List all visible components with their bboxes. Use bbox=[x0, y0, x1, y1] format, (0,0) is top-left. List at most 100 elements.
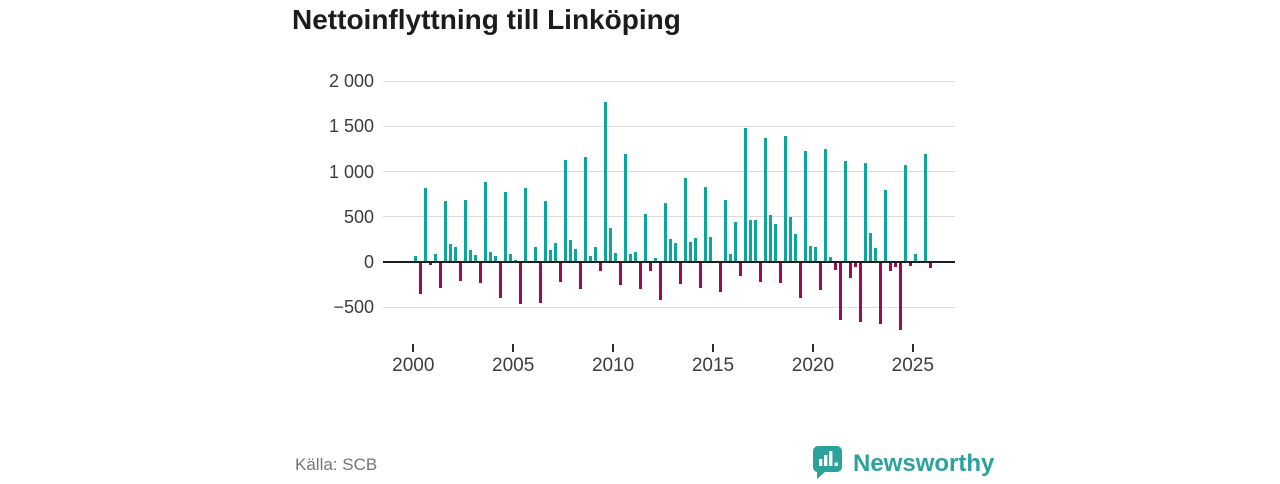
bar bbox=[684, 177, 688, 262]
brand-logo: Newsworthy bbox=[811, 444, 994, 484]
bar bbox=[564, 159, 568, 262]
bar bbox=[853, 262, 857, 268]
y-axis-labels: 2 000 1 500 1 000 500 0 −500 bbox=[286, 70, 374, 342]
bar bbox=[599, 262, 603, 272]
bar bbox=[534, 246, 538, 262]
x-tick bbox=[612, 344, 615, 352]
bar bbox=[519, 262, 523, 305]
y-tick-label: 0 bbox=[363, 252, 374, 272]
bar bbox=[494, 255, 498, 262]
bar bbox=[758, 262, 762, 282]
bar bbox=[419, 262, 423, 294]
bar bbox=[843, 161, 847, 262]
x-tick-label: 2005 bbox=[492, 355, 535, 376]
source-label: Källa: SCB bbox=[295, 455, 378, 474]
bar bbox=[753, 219, 757, 262]
gridline bbox=[383, 216, 955, 218]
bar bbox=[594, 247, 598, 262]
bar bbox=[723, 200, 727, 262]
bar bbox=[838, 262, 842, 320]
bar bbox=[634, 251, 638, 262]
bar bbox=[579, 262, 583, 290]
bar bbox=[928, 262, 932, 268]
bar bbox=[454, 246, 458, 262]
bar bbox=[748, 219, 752, 262]
bar bbox=[718, 262, 722, 292]
bar bbox=[888, 262, 892, 272]
bar bbox=[544, 200, 548, 262]
bar bbox=[499, 262, 503, 299]
bar bbox=[614, 252, 618, 262]
bar bbox=[704, 186, 707, 262]
zero-line bbox=[383, 261, 955, 263]
bar bbox=[763, 137, 767, 262]
bar bbox=[808, 245, 812, 262]
bar bbox=[828, 257, 832, 262]
bar bbox=[434, 253, 438, 262]
bar bbox=[868, 232, 872, 262]
gridline bbox=[383, 125, 955, 127]
bar bbox=[429, 262, 433, 265]
bar bbox=[489, 252, 493, 262]
bar bbox=[898, 262, 902, 330]
x-tick-label: 2025 bbox=[891, 355, 934, 376]
bar bbox=[798, 262, 802, 298]
bar bbox=[883, 190, 887, 262]
bar bbox=[539, 262, 543, 304]
bar bbox=[813, 246, 817, 262]
chart-title: Nettoinflyttning till Linköping bbox=[292, 4, 681, 35]
bar bbox=[773, 224, 777, 262]
bar bbox=[609, 228, 613, 262]
bar bbox=[469, 249, 473, 262]
brand-name: Newsworthy bbox=[853, 450, 995, 477]
x-axis: 2000 2005 2010 2015 2020 2025 bbox=[383, 342, 955, 382]
newsworthy-icon bbox=[811, 444, 844, 484]
bar bbox=[689, 241, 693, 262]
bar bbox=[674, 243, 678, 262]
bar bbox=[893, 262, 897, 267]
bar bbox=[459, 262, 463, 281]
gridline bbox=[383, 306, 955, 308]
plot-area bbox=[383, 70, 955, 342]
bar bbox=[644, 214, 648, 262]
bar bbox=[913, 253, 917, 262]
bar bbox=[878, 262, 882, 325]
bar bbox=[524, 187, 528, 262]
gridline bbox=[383, 80, 955, 82]
bar bbox=[444, 201, 448, 262]
y-tick-label: 500 bbox=[343, 206, 374, 227]
bar bbox=[664, 202, 668, 262]
bar bbox=[654, 257, 658, 262]
bar bbox=[679, 262, 683, 284]
bar bbox=[589, 255, 593, 262]
bar bbox=[549, 249, 553, 262]
bar bbox=[584, 157, 588, 262]
bar bbox=[923, 153, 927, 262]
y-tick-label: −500 bbox=[333, 297, 374, 318]
bar bbox=[639, 262, 643, 289]
bar bbox=[449, 243, 453, 262]
bar bbox=[768, 214, 772, 262]
x-tick bbox=[911, 344, 914, 352]
bar bbox=[559, 262, 563, 283]
bar bbox=[793, 233, 797, 262]
bar bbox=[694, 238, 698, 262]
x-tick-label: 2015 bbox=[691, 355, 735, 376]
bar bbox=[509, 253, 513, 262]
bar bbox=[733, 221, 737, 262]
bar bbox=[414, 255, 418, 262]
y-tick-label: 1 500 bbox=[328, 116, 374, 137]
bar bbox=[728, 253, 732, 262]
bar bbox=[484, 181, 488, 262]
bar bbox=[424, 187, 428, 262]
x-tick bbox=[811, 344, 814, 352]
bar bbox=[659, 262, 663, 300]
bar bbox=[709, 236, 712, 262]
bar bbox=[803, 150, 807, 262]
x-tick-label: 2010 bbox=[591, 355, 635, 376]
bar bbox=[743, 128, 747, 262]
bar bbox=[619, 262, 623, 285]
bar bbox=[624, 154, 628, 262]
y-tick-label: 1 000 bbox=[328, 161, 374, 182]
bar bbox=[604, 102, 608, 262]
